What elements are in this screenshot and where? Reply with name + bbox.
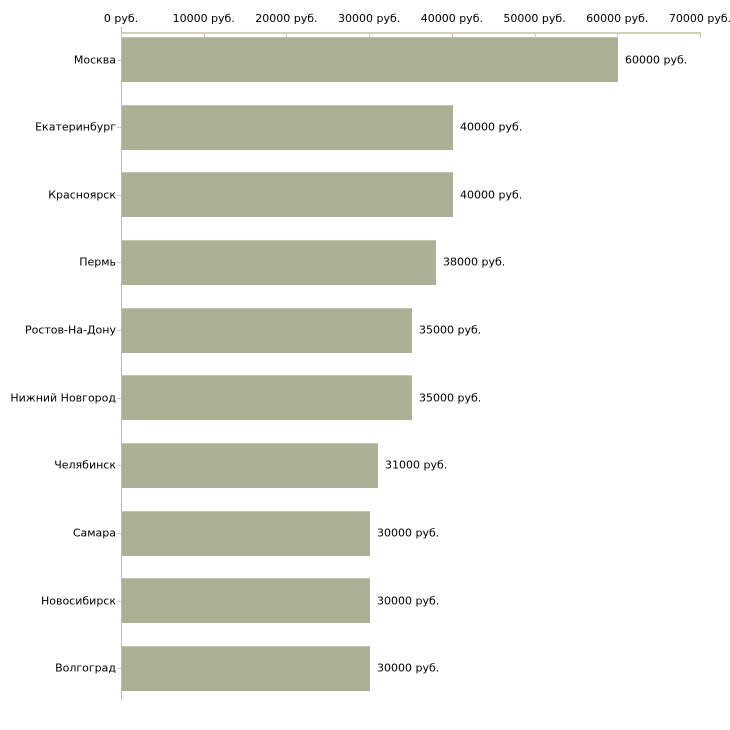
bar-value-label: 30000 руб. [377, 594, 440, 608]
bar [122, 37, 618, 82]
x-axis-tick-mark [700, 34, 701, 38]
x-axis-tick-mark [451, 34, 453, 38]
bar-value-label: 35000 руб. [419, 391, 482, 405]
category-label: Самара [72, 526, 116, 540]
category-label: Новосибирск [40, 594, 116, 608]
bar-value-label: 31000 руб. [385, 458, 448, 472]
category-tick-mark [117, 194, 121, 196]
category-tick-mark [117, 533, 121, 535]
x-axis-tick-mark [617, 34, 619, 38]
bar-value-label: 30000 руб. [377, 526, 440, 540]
x-axis-tick-label: 70000 руб. [668, 12, 730, 25]
category-label: Челябинск [54, 458, 116, 472]
bar-value-label: 38000 руб. [443, 255, 506, 269]
category-label: Москва [73, 53, 116, 66]
x-axis-line [121, 32, 701, 34]
category-label: Пермь [79, 255, 116, 269]
x-axis-tick-label: 40000 руб. [420, 12, 483, 25]
x-axis-tick-label: 20000 руб. [255, 12, 318, 25]
category-label: Красноярск [48, 188, 116, 202]
bar [122, 375, 412, 420]
y-axis-baseline [121, 27, 122, 700]
bar [122, 511, 370, 556]
bar [122, 308, 412, 353]
category-label: Екатеринбург [35, 120, 116, 134]
category-tick-mark [117, 262, 121, 264]
category-tick-mark [117, 600, 121, 602]
bar-value-label: 35000 руб. [419, 323, 482, 337]
category-label: Волгоград [55, 661, 116, 675]
category-tick-mark [117, 465, 121, 467]
category-label: Ростов-На-Дону [24, 323, 116, 337]
x-axis-tick-mark [203, 34, 205, 38]
bar-value-label: 30000 руб. [377, 661, 440, 675]
bar [122, 646, 370, 691]
bar [122, 578, 370, 623]
bar [122, 172, 453, 217]
category-label: Нижний Новгород [10, 391, 116, 405]
x-axis-tick-label: 10000 руб. [172, 12, 235, 25]
category-tick-mark [117, 127, 121, 129]
bar [122, 240, 436, 285]
x-axis-tick-mark [369, 34, 371, 38]
x-axis-tick-label: 30000 руб. [338, 12, 401, 25]
x-axis-tick-label: 60000 руб. [586, 12, 649, 25]
category-tick-mark [117, 59, 121, 61]
x-axis-tick-mark [121, 34, 122, 38]
bar [122, 105, 453, 150]
bar-value-label: 60000 руб. [625, 53, 688, 66]
x-axis-tick-mark [286, 34, 288, 38]
x-axis-tick-mark [534, 34, 536, 38]
bar-value-label: 40000 руб. [460, 188, 523, 202]
category-tick-mark [117, 668, 121, 670]
category-tick-mark [117, 397, 121, 399]
category-tick-mark [117, 330, 121, 332]
bar-value-label: 40000 руб. [460, 120, 523, 134]
bar [122, 443, 378, 488]
x-axis-tick-label: 0 руб. [103, 12, 139, 25]
x-axis-tick-label: 50000 руб. [503, 12, 566, 25]
